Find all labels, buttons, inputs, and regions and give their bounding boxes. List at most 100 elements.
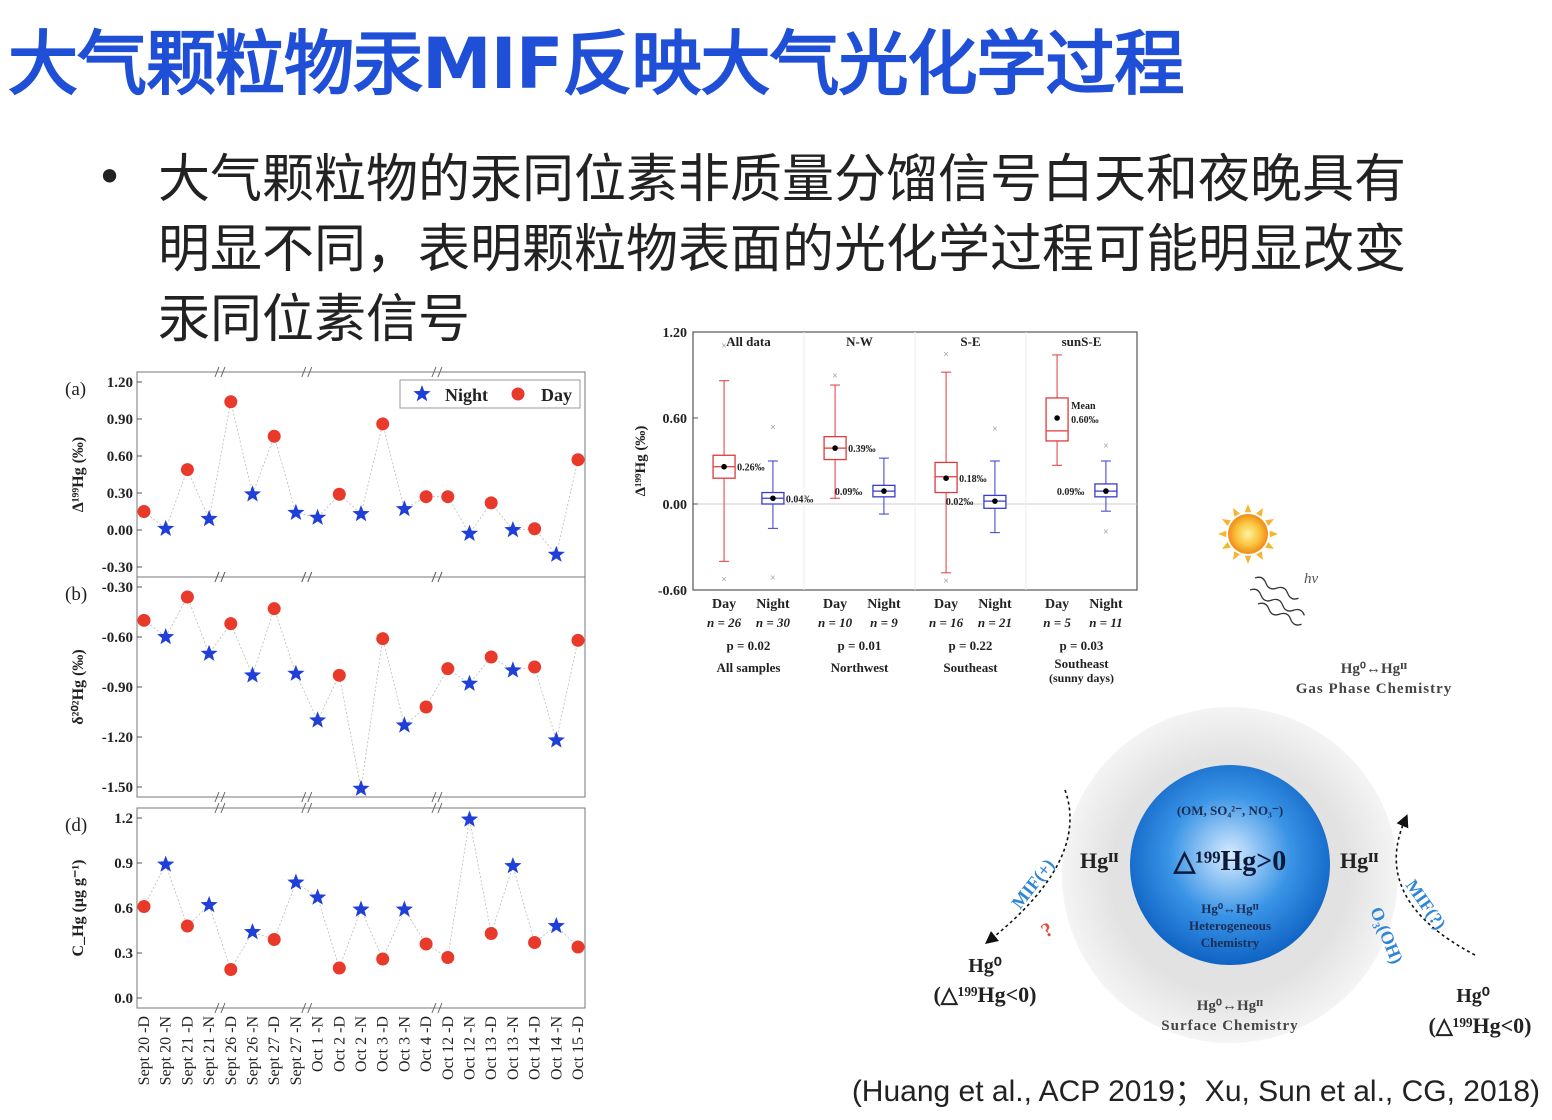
gas-eq: Hg⁰↔Hgᴵᴵ [1341,661,1408,677]
x-tick-label: Sept 21 -D [179,1016,196,1085]
p-value: p = 0.01 [838,638,882,653]
y-tick-label: -1.50 [102,780,133,796]
axis-break [431,1002,437,1014]
axis-break [220,791,226,803]
x-tick-label: Night [867,597,901,612]
sun-ray [1244,504,1252,513]
slide-title: 大气颗粒物汞MIF反映大气光化学过程 [8,23,1185,105]
surface-eq: Hg⁰↔Hgᴵᴵ [1197,998,1264,1014]
outlier: × [1103,441,1109,452]
mean-label: 0.09‰ [1057,487,1085,498]
night-point [157,519,175,536]
surface-label: Surface Chemistry [1161,1018,1298,1034]
axis-break [307,802,313,814]
x-tick-label: Sept 26 -N [245,1016,262,1086]
x-tick-label: Sept 26 -D [223,1016,240,1085]
left-hg-ii: Hgᴵᴵ [1080,848,1119,873]
n-label: n = 26 [707,615,742,630]
day-point [224,395,238,409]
outlier: × [1103,527,1109,538]
n-label: n = 21 [978,615,1012,630]
mean-label: 0.18‰ [959,474,987,485]
x-tick-label: Oct 2 -N [353,1016,370,1072]
x-tick-label: Oct 14 -N [548,1016,565,1080]
p-value: p = 0.03 [1060,638,1104,653]
x-tick-label: Night [978,597,1012,612]
axis-break [214,791,220,803]
axis-break [220,366,226,378]
y-tick-label: 1.20 [107,375,133,391]
sun-ray [1256,551,1263,560]
night-point [157,855,175,872]
night-point [460,674,479,691]
night-point [309,508,327,525]
p-value: p = 0.02 [727,638,771,653]
panel-label: (a) [65,379,86,400]
sun-ray [1265,519,1274,526]
outlier: × [721,341,727,352]
night-point [460,524,479,541]
outlier: × [770,573,776,584]
series-line [143,819,579,971]
day-point [528,936,542,949]
right-out-delta: (△¹⁹⁹Hg<0) [1428,1013,1531,1038]
day-point [441,490,455,504]
y-tick-label: 0.00 [663,498,688,513]
citation: (Huang et al., ACP 2019；Xu, Sun et al., … [851,1075,1540,1108]
axis-break [307,1002,313,1014]
y-tick-label: 0.60 [663,412,688,427]
sun-ray [1222,519,1231,526]
panel-title: sunS-E [1062,334,1102,349]
axis-break [214,802,220,814]
axis-break [214,571,220,583]
x-tick-label: Day [823,597,847,612]
y-tick-label: 0.30 [107,486,133,502]
day-point [224,617,238,631]
mean-label: 0.39‰ [848,444,876,455]
axis-break [307,366,313,378]
bullet-line-2: 明显不同，表明颗粒物表面的光化学过程可能明显改变 [158,220,1407,280]
time-series-chart: 1.20 0.90 0.60 0.30 0.00 -0.30 (a) Δ¹⁹⁹Hg (‰) Ni… [65,366,587,1086]
day-point [419,937,433,951]
day-point [180,463,194,477]
right-arrow [1395,814,1476,956]
n-label: n = 9 [870,615,898,630]
sun-icon [1218,504,1278,564]
axis-break [431,366,437,378]
day-point [267,602,281,616]
sun-ray [1218,530,1227,538]
mean-point [770,495,776,502]
y-tick-label: 0.6 [114,901,133,917]
day-point [419,700,433,714]
n-label: n = 11 [1089,615,1122,630]
axis-break [307,571,313,583]
outlier: × [943,350,949,361]
day-point [332,487,346,501]
bullet-line-3: 汞同位素信号 [158,290,471,350]
light-wave-icon [1249,576,1305,626]
night-point [287,664,305,681]
panel-label: (b) [65,584,87,605]
legend-day-label: Day [541,385,572,405]
gas-label: Gas Phase Chemistry [1296,681,1453,697]
day-point [571,453,585,467]
axis-break [307,791,313,803]
night-point [352,779,370,796]
x-tick-label: Oct 15 -D [570,1016,587,1080]
core-main-label: △¹⁹⁹Hg>0 [1173,846,1286,877]
outlier: × [770,423,776,434]
mean-label: 0.09‰ [835,487,863,498]
day-point [267,429,281,443]
y-axis-label: δ²⁰²Hg (‰) [70,649,87,724]
day-point [528,522,542,536]
p-value: p = 0.22 [949,638,993,653]
mean-label: 0.02‰ [946,497,974,508]
mean-point [1103,488,1109,494]
x-tick-label: Sept 27 -D [266,1016,283,1085]
axis-break [431,802,437,814]
x-tick-label: Oct 3 -D [375,1016,392,1072]
axis-break [301,571,307,583]
night-point [200,509,218,527]
left-out-delta: (△¹⁹⁹Hg<0) [933,982,1036,1007]
y-axis-label: Δ¹⁹⁹Hg (‰) [633,426,649,497]
